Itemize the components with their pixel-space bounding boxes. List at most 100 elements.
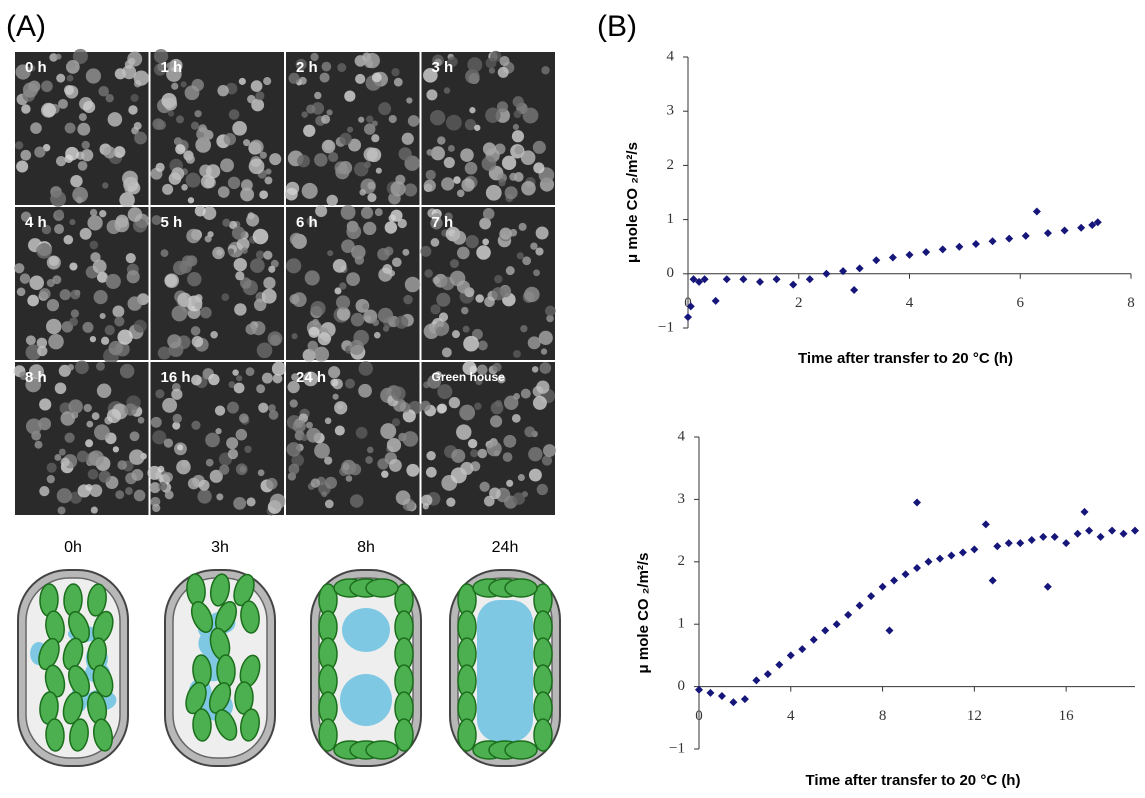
texture <box>72 48 88 64</box>
texture <box>194 302 203 310</box>
texture <box>60 457 70 467</box>
data-point <box>955 242 964 251</box>
texture <box>346 272 360 286</box>
texture <box>381 470 389 478</box>
texture <box>339 132 352 146</box>
texture <box>312 318 320 326</box>
data-point <box>684 313 692 322</box>
texture <box>310 478 321 488</box>
texture <box>37 345 48 357</box>
texture <box>456 424 472 440</box>
texture <box>524 426 536 438</box>
texture <box>382 264 393 274</box>
texture <box>512 96 524 108</box>
texture <box>258 402 269 413</box>
chloroplast <box>504 740 538 760</box>
x-tick-label: 0 <box>684 295 692 311</box>
y-tick-label: 2 <box>678 553 686 569</box>
texture <box>332 259 347 273</box>
texture <box>232 120 247 136</box>
chloroplast <box>209 573 231 607</box>
texture <box>56 73 66 83</box>
texture <box>483 495 495 507</box>
data-point <box>763 670 772 679</box>
chloroplast <box>234 681 254 715</box>
texture <box>98 470 111 483</box>
texture <box>429 110 446 126</box>
texture <box>425 169 436 181</box>
texture <box>535 226 549 240</box>
texture <box>172 413 182 424</box>
texture <box>288 463 300 475</box>
x-axis-label: Time after transfer to 20 °C (h) <box>798 350 1013 367</box>
texture <box>239 277 252 289</box>
diagram-label: 0h <box>64 539 82 556</box>
texture <box>125 253 136 264</box>
texture <box>210 330 218 339</box>
texture <box>498 179 506 187</box>
data-point <box>1073 529 1082 538</box>
texture <box>314 91 322 100</box>
texture <box>77 122 91 136</box>
texture <box>324 456 333 465</box>
texture <box>265 168 272 175</box>
texture <box>420 400 431 412</box>
texture <box>30 122 42 134</box>
texture <box>231 226 246 240</box>
data-point <box>938 245 947 254</box>
texture <box>448 396 461 409</box>
texture <box>89 335 97 343</box>
texture <box>314 442 330 459</box>
texture <box>194 110 202 118</box>
texture <box>430 146 445 161</box>
data-point <box>1043 582 1052 591</box>
texture <box>150 416 162 428</box>
texture <box>197 489 212 504</box>
texture <box>444 212 453 221</box>
texture <box>330 378 339 387</box>
texture <box>134 131 147 145</box>
texture <box>464 119 477 131</box>
texture <box>541 66 550 75</box>
texture <box>476 245 491 260</box>
y-tick-label: 2 <box>667 157 675 173</box>
texture <box>492 362 502 373</box>
data-point <box>850 286 859 295</box>
texture <box>334 287 342 295</box>
texture <box>430 304 441 315</box>
texture <box>308 326 320 338</box>
texture <box>351 245 366 260</box>
texture <box>96 383 112 398</box>
chloroplast <box>365 578 399 598</box>
texture <box>75 360 89 375</box>
texture <box>162 183 174 195</box>
texture <box>200 306 212 319</box>
chloroplast <box>44 664 66 698</box>
texture <box>336 295 351 310</box>
data-point <box>775 660 784 669</box>
texture <box>514 145 524 155</box>
texture <box>321 61 332 72</box>
texture <box>477 340 488 351</box>
texture <box>467 57 483 73</box>
texture <box>39 486 50 497</box>
texture <box>212 246 225 260</box>
texture <box>50 190 67 207</box>
data-point <box>789 280 798 289</box>
texture <box>155 389 165 399</box>
texture <box>317 332 331 346</box>
chloroplast <box>394 718 414 752</box>
texture <box>288 72 300 84</box>
data-point <box>922 248 931 257</box>
texture <box>324 417 332 425</box>
data-point <box>1004 539 1013 548</box>
texture <box>85 68 102 84</box>
texture <box>461 178 475 192</box>
texture <box>107 112 123 127</box>
texture <box>113 146 126 158</box>
texture <box>506 479 514 487</box>
texture <box>157 346 171 360</box>
texture <box>163 438 174 448</box>
data-point <box>752 676 761 685</box>
